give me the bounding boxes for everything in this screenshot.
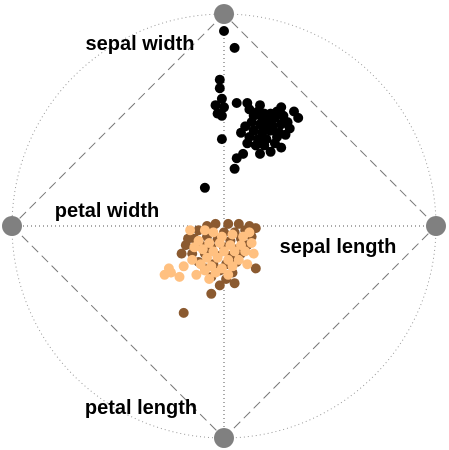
anchor-markers [2,4,446,448]
data-point-series-1 [259,140,270,151]
data-point-series-3 [199,265,210,276]
data-point-series-3 [227,229,238,240]
data-point-series-1 [231,98,242,108]
data-point-series-1 [212,108,223,119]
data-point-series-3 [202,252,212,263]
data-point-series-2 [229,278,240,289]
data-point-series-3 [174,271,185,282]
data-point-series-3 [204,274,215,284]
data-point-series-1 [265,125,276,136]
anchor-petal-width [2,216,22,236]
data-point-series-3 [244,227,255,238]
frame-edge [223,13,437,227]
data-point-series-1 [216,93,227,104]
data-point-series-1 [255,148,265,159]
frame-edge [223,225,437,439]
data-point-series-3 [223,269,234,280]
data-point-series-2 [206,288,217,299]
data-point-series-1 [236,127,246,138]
data-point-series-1 [265,146,276,157]
data-point-series-3 [178,261,189,272]
anchor-sepal-length [426,216,446,236]
anchor-label-petal-length: petal length [85,397,197,419]
data-point-series-1 [229,163,240,174]
data-point-series-1 [216,134,227,145]
data-point-series-1 [229,42,240,53]
data-point-series-3 [242,259,253,270]
data-point-series-1 [231,153,242,164]
frame-edge [11,13,225,227]
data-point-series-2 [250,263,261,274]
data-point-series-3 [199,225,210,236]
anchor-label-petal-width: petal width [55,200,159,222]
data-point-series-3 [219,246,229,257]
data-point-series-3 [197,244,208,255]
data-point-series-3 [212,252,223,263]
data-point-series-1 [242,138,253,149]
data-point-series-2 [233,218,244,229]
data-point-series-3 [189,242,200,253]
data-point-series-3 [246,238,257,248]
data-point-series-2 [223,218,234,229]
data-point-series-1 [199,182,210,193]
data-points [159,26,304,318]
data-point-series-3 [229,246,240,257]
data-point-series-1 [219,102,229,113]
data-point-series-3 [240,246,251,257]
data-point-series-1 [293,112,304,123]
anchor-label-sepal-width: sepal width [86,33,195,55]
data-point-series-1 [276,142,287,153]
data-point-series-2 [183,233,193,244]
data-point-series-3 [185,225,196,236]
anchor-petal-length [214,428,234,448]
data-point-series-2 [214,280,225,291]
data-point-series-2 [176,248,187,259]
frame-edge [11,225,225,439]
data-point-series-2 [178,307,189,318]
anchor-label-sepal-length: sepal length [280,236,397,258]
data-point-series-3 [233,254,244,265]
data-point-series-3 [248,248,259,259]
data-point-series-3 [191,269,202,280]
data-point-series-3 [163,263,174,274]
anchor-sepal-width [214,4,234,24]
data-point-series-3 [227,261,238,272]
data-point-series-3 [204,238,215,248]
data-point-series-1 [269,112,280,123]
data-point-series-3 [187,254,198,265]
data-point-series-1 [214,74,225,85]
data-point-series-3 [208,227,219,238]
data-point-series-1 [219,26,229,36]
data-point-series-3 [214,238,225,248]
data-point-series-3 [210,267,221,278]
data-point-series-1 [250,140,261,151]
data-point-series-1 [214,83,225,94]
data-point-series-1 [280,129,291,140]
data-point-series-1 [210,100,221,111]
